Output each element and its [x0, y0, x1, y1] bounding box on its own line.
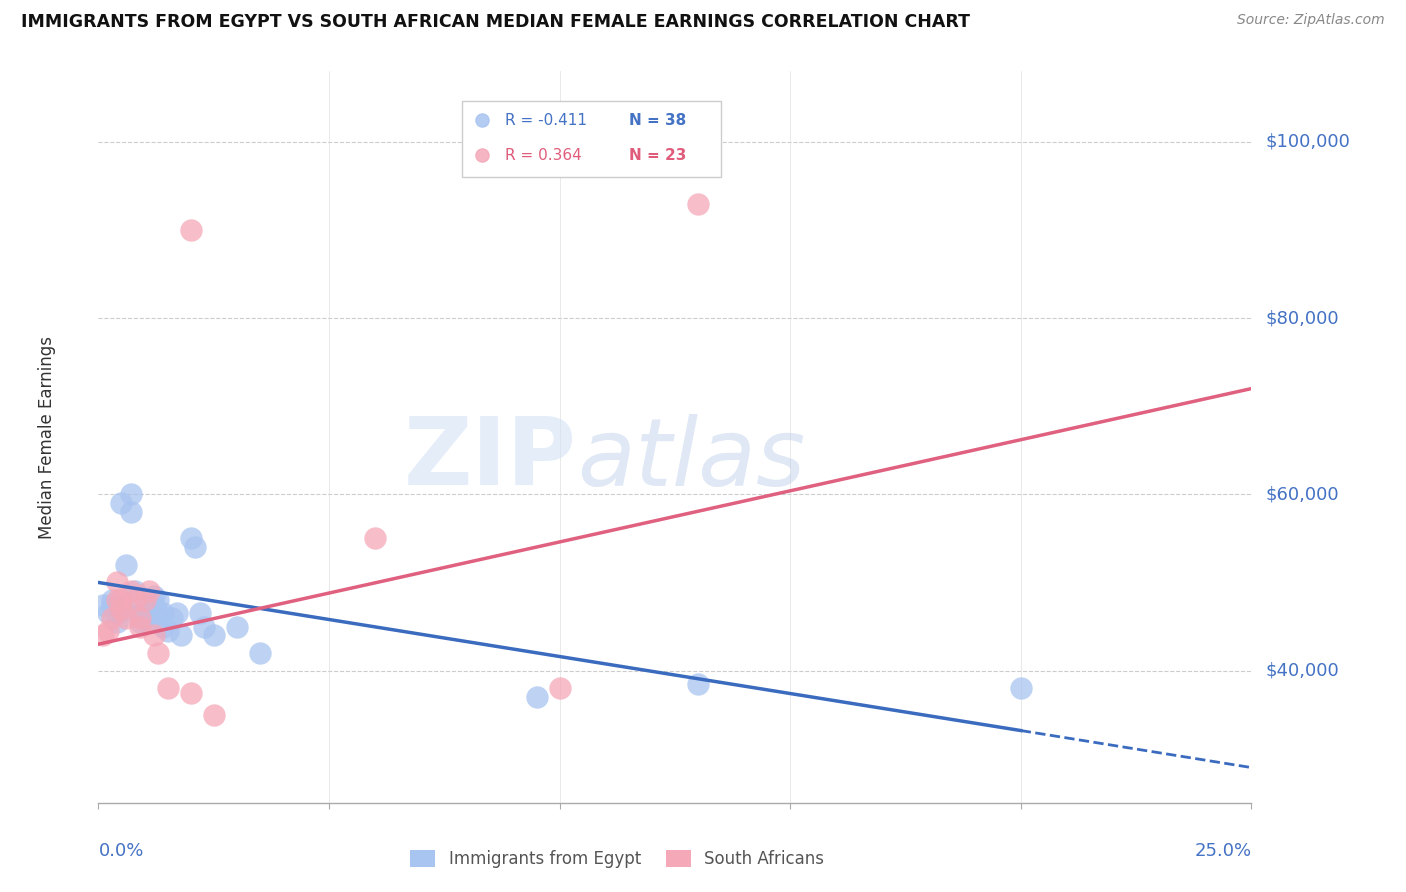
- Point: [180, 223, 202, 237]
- Point: [202, 628, 225, 642]
- Point: [160, 611, 183, 625]
- Point: [124, 584, 146, 599]
- Point: [170, 628, 193, 642]
- Point: [105, 593, 128, 607]
- Point: [188, 607, 211, 621]
- Point: [166, 607, 188, 621]
- Text: $40,000: $40,000: [1265, 662, 1339, 680]
- Text: $80,000: $80,000: [1265, 310, 1339, 327]
- Point: [110, 598, 132, 612]
- Text: ZIP: ZIP: [404, 413, 576, 505]
- Point: [101, 598, 124, 612]
- Point: [148, 646, 170, 660]
- Point: [686, 196, 709, 211]
- Text: 25.0%: 25.0%: [1194, 842, 1251, 861]
- Point: [148, 593, 170, 607]
- Point: [91, 628, 114, 642]
- Point: [105, 607, 128, 621]
- Point: [134, 593, 156, 607]
- Point: [142, 628, 165, 642]
- Point: [110, 496, 132, 510]
- Text: Source: ZipAtlas.com: Source: ZipAtlas.com: [1237, 13, 1385, 28]
- Text: 0.0%: 0.0%: [98, 842, 143, 861]
- Point: [115, 558, 138, 572]
- Point: [129, 619, 152, 633]
- Point: [142, 589, 165, 603]
- Text: IMMIGRANTS FROM EGYPT VS SOUTH AFRICAN MEDIAN FEMALE EARNINGS CORRELATION CHART: IMMIGRANTS FROM EGYPT VS SOUTH AFRICAN M…: [21, 13, 970, 31]
- Point: [105, 575, 128, 590]
- Point: [180, 686, 202, 700]
- Point: [526, 690, 548, 704]
- Text: Median Female Earnings: Median Female Earnings: [38, 335, 56, 539]
- Point: [97, 607, 120, 621]
- Text: N = 23: N = 23: [628, 148, 686, 163]
- Point: [180, 532, 202, 546]
- Text: N = 38: N = 38: [628, 113, 686, 128]
- Point: [91, 598, 114, 612]
- Point: [129, 607, 152, 621]
- Point: [97, 624, 120, 638]
- Point: [202, 707, 225, 722]
- FancyBboxPatch shape: [461, 101, 721, 178]
- Point: [129, 611, 152, 625]
- Point: [105, 615, 128, 629]
- Point: [134, 602, 156, 616]
- Text: R = -0.411: R = -0.411: [505, 113, 588, 128]
- Point: [148, 607, 170, 621]
- Point: [548, 681, 571, 696]
- Point: [120, 584, 142, 599]
- Point: [1010, 681, 1032, 696]
- Point: [120, 505, 142, 519]
- Point: [129, 615, 152, 629]
- Point: [120, 487, 142, 501]
- Text: $60,000: $60,000: [1265, 485, 1339, 503]
- Point: [152, 619, 174, 633]
- Point: [110, 602, 132, 616]
- Point: [101, 611, 124, 625]
- Point: [138, 615, 160, 629]
- Point: [193, 619, 215, 633]
- Point: [138, 584, 160, 599]
- Point: [364, 532, 387, 546]
- Point: [156, 624, 179, 638]
- Point: [110, 593, 132, 607]
- Text: $100,000: $100,000: [1265, 133, 1350, 151]
- Point: [142, 598, 165, 612]
- Point: [686, 677, 709, 691]
- Point: [249, 646, 271, 660]
- Point: [156, 681, 179, 696]
- Point: [101, 593, 124, 607]
- Legend: Immigrants from Egypt, South Africans: Immigrants from Egypt, South Africans: [404, 844, 831, 875]
- Point: [184, 540, 207, 554]
- Text: R = 0.364: R = 0.364: [505, 148, 582, 163]
- Text: atlas: atlas: [576, 414, 806, 505]
- Point: [124, 593, 146, 607]
- Point: [115, 611, 138, 625]
- Point: [225, 619, 247, 633]
- Point: [134, 611, 156, 625]
- Point: [152, 607, 174, 621]
- Point: [115, 602, 138, 616]
